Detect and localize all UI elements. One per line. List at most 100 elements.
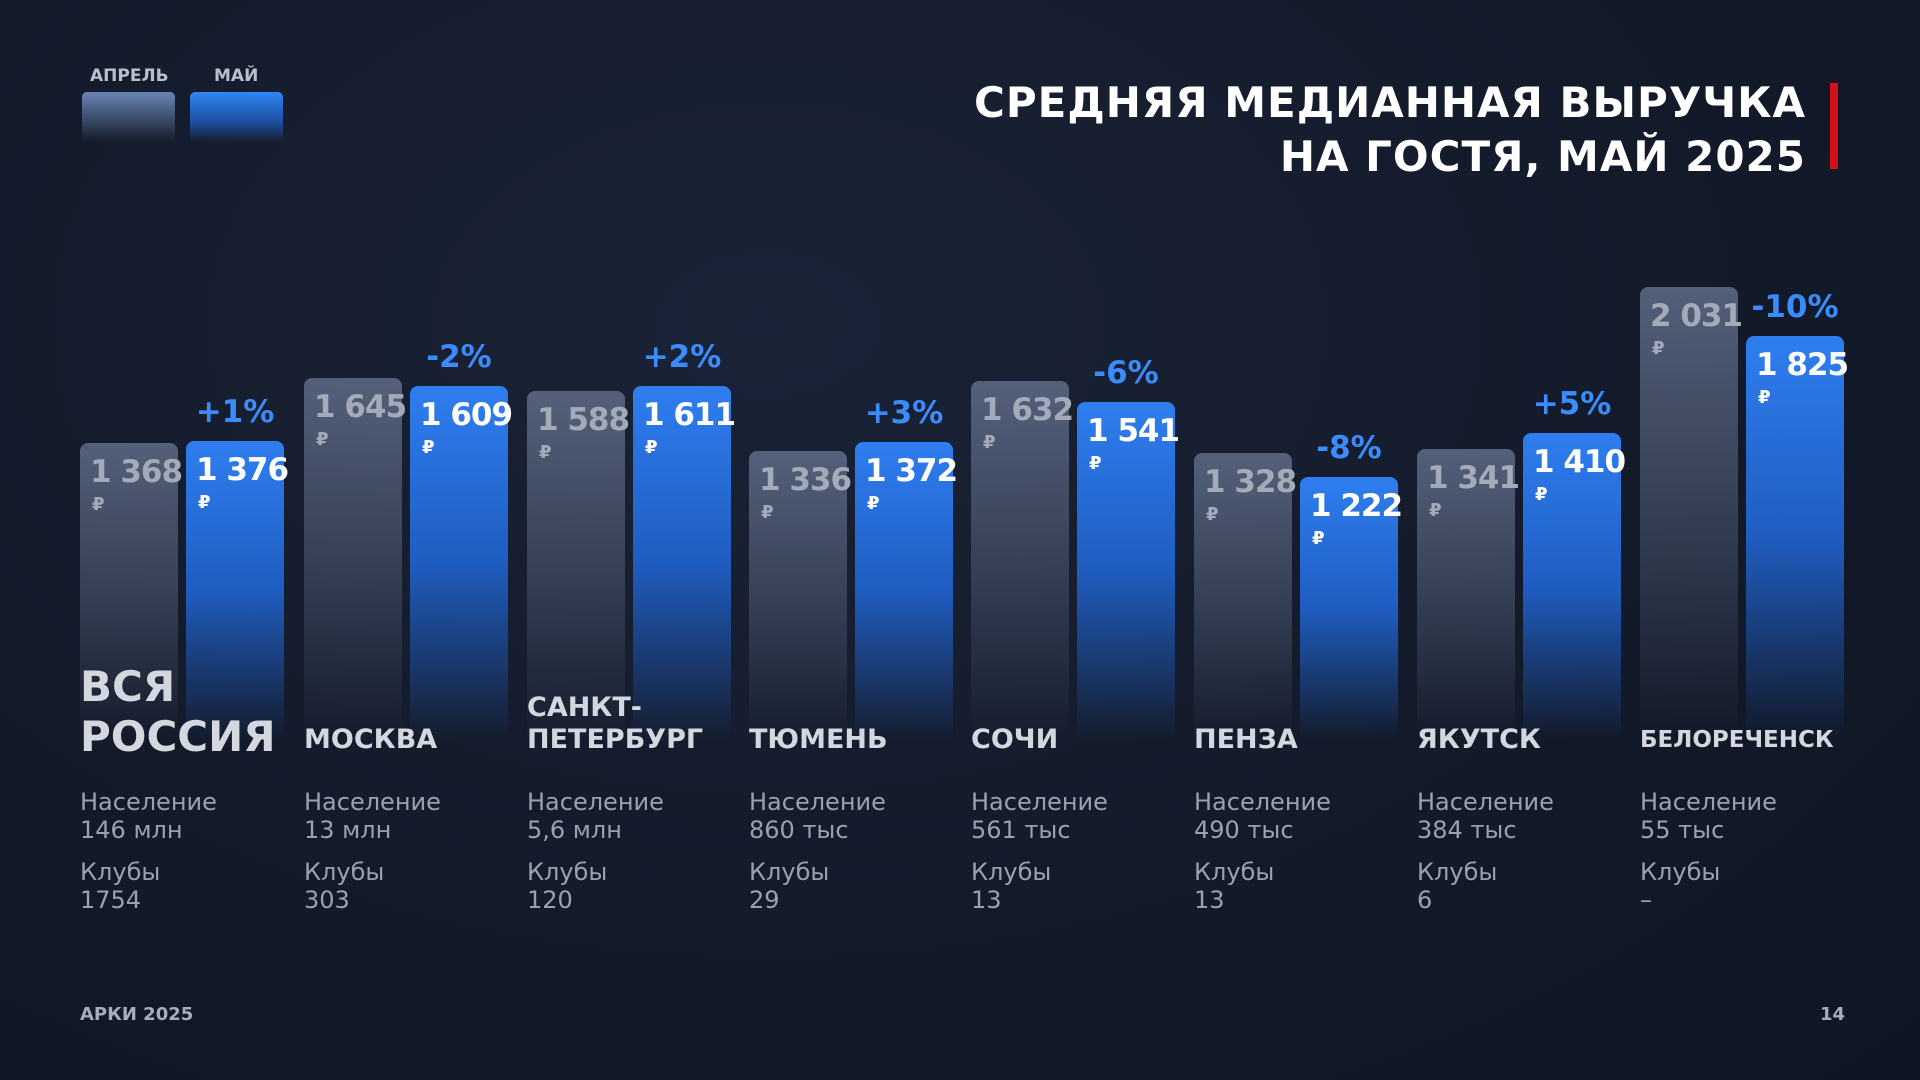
clubs-label: Клубы	[80, 858, 161, 886]
population-label: Население	[80, 788, 217, 816]
bar-value-label: 1 368	[90, 454, 183, 491]
bar-april-spb: 1 588 ₽	[527, 391, 630, 740]
city-name: СОЧИ	[971, 724, 1059, 755]
title-accent-bar	[1830, 83, 1838, 169]
bar-april-tyumen: 1 336 ₽	[749, 450, 852, 740]
bar-may-yakutsk: 1 410 ₽	[1523, 433, 1626, 740]
population-value: 490 тыс	[1194, 816, 1294, 844]
population-value: 5,6 млн	[527, 816, 622, 844]
change-label-moscow: -2%	[426, 339, 492, 376]
city-name: ТЮМЕНЬ	[749, 724, 888, 755]
bar-value-label: 1 611	[643, 396, 736, 433]
change-label-spb: +2%	[642, 338, 722, 375]
population-label: Население	[304, 788, 441, 816]
bar-value-label: 1 336	[759, 461, 852, 498]
page-title: СРЕДНЯЯ МЕДИАННАЯ ВЫРУЧКА НА ГОСТЯ, МАЙ …	[974, 76, 1806, 184]
bar-april-moscow: 1 645 ₽	[304, 377, 407, 740]
bar-may-spb: 1 611 ₽	[633, 385, 736, 740]
population-label: Население	[527, 788, 664, 816]
bar-april-sochi: 1 632 ₽	[971, 380, 1074, 740]
city-name: ЯКУТСК	[1417, 724, 1541, 755]
clubs-value: 6	[1417, 886, 1433, 914]
title-line-1: СРЕДНЯЯ МЕДИАННАЯ ВЫРУЧКА	[974, 78, 1806, 127]
bar-value-label: 1 410	[1533, 444, 1626, 481]
city-name: САНКТ-ПЕТЕРБУРГ	[527, 692, 704, 755]
currency-label: ₽	[92, 494, 105, 516]
bar-value-label: 1 588	[537, 402, 630, 439]
clubs-value: –	[1640, 886, 1652, 914]
bar-may-tyumen: 1 372 ₽	[855, 442, 958, 740]
city-name: ПЕНЗА	[1194, 724, 1298, 755]
bar-may-belorechensk: 1 825 ₽	[1746, 335, 1849, 740]
change-label-yakutsk: +5%	[1532, 386, 1612, 423]
legend-label-april: АПРЕЛЬ	[90, 66, 169, 86]
currency-label: ₽	[422, 437, 435, 459]
bar-april-penza: 1 328 ₽	[1194, 452, 1297, 740]
currency-label: ₽	[645, 436, 658, 458]
bar-value-label: 1 222	[1310, 488, 1403, 525]
currency-label: ₽	[1089, 453, 1102, 475]
bar-value-label: 1 328	[1204, 463, 1297, 500]
currency-label: ₽	[867, 493, 880, 515]
clubs-value: 13	[971, 886, 1002, 914]
title-line-2: НА ГОСТЯ, МАЙ 2025	[1279, 132, 1806, 181]
city-name: МОСКВА	[304, 724, 438, 755]
clubs-label: Клубы	[1640, 858, 1721, 886]
population-label: Население	[1194, 788, 1331, 816]
currency-label: ₽	[1312, 528, 1325, 550]
currency-label: ₽	[983, 431, 996, 453]
bar-value-label: 1 376	[196, 452, 289, 489]
bar-april-russia: 1 368 ₽	[80, 443, 183, 740]
bar-may-moscow: 1 609 ₽	[410, 386, 513, 740]
change-label-penza: -8%	[1316, 430, 1382, 467]
city-name: БЕЛОРЕЧЕНСК	[1640, 727, 1834, 753]
legend-swatch-may	[190, 92, 283, 142]
currency-label: ₽	[1429, 500, 1442, 522]
page-number: 14	[1820, 1004, 1846, 1025]
currency-label: ₽	[761, 501, 774, 523]
change-label-tyumen: +3%	[864, 395, 944, 432]
bar-value-label: 1 609	[420, 397, 513, 434]
population-label: Население	[971, 788, 1108, 816]
population-value: 13 млн	[304, 816, 392, 844]
change-label-russia: +1%	[195, 394, 275, 431]
bar-value-label: 2 031	[1650, 298, 1743, 335]
clubs-value: 1754	[80, 886, 142, 914]
clubs-value: 120	[527, 886, 573, 914]
footer-source: АРКИ 2025	[80, 1004, 194, 1025]
legend-label-may: МАЙ	[214, 66, 259, 86]
change-label-sochi: -6%	[1093, 355, 1159, 392]
clubs-label: Клубы	[749, 858, 830, 886]
bar-may-russia: 1 376 ₽	[186, 441, 289, 740]
bar-may-penza: 1 222 ₽	[1300, 477, 1403, 740]
clubs-value: 29	[749, 886, 780, 914]
currency-label: ₽	[1652, 338, 1665, 360]
population-value: 55 тыс	[1640, 816, 1725, 844]
bar-value-label: 1 341	[1427, 460, 1520, 497]
currency-label: ₽	[198, 492, 211, 514]
currency-label: ₽	[316, 428, 329, 450]
clubs-label: Клубы	[304, 858, 385, 886]
bar-value-label: 1 645	[314, 388, 407, 425]
clubs-label: Клубы	[527, 858, 608, 886]
bar-april-yakutsk: 1 341 ₽	[1417, 449, 1520, 740]
clubs-label: Клубы	[971, 858, 1052, 886]
population-label: Население	[1417, 788, 1554, 816]
population-value: 146 млн	[80, 816, 183, 844]
population-label: Население	[1640, 788, 1777, 816]
clubs-value: 303	[304, 886, 350, 914]
city-name: ВСЯ РОССИЯ	[80, 662, 276, 761]
currency-label: ₽	[1758, 386, 1771, 408]
population-value: 384 тыс	[1417, 816, 1517, 844]
bar-april-belorechensk: 2 031 ₽	[1640, 287, 1743, 740]
population-value: 561 тыс	[971, 816, 1071, 844]
bar-value-label: 1 372	[865, 453, 958, 490]
change-label-belorechensk: -10%	[1751, 288, 1839, 325]
legend-swatch-april	[82, 92, 175, 142]
clubs-label: Клубы	[1194, 858, 1275, 886]
currency-label: ₽	[1535, 484, 1548, 506]
currency-label: ₽	[539, 442, 552, 464]
clubs-value: 13	[1194, 886, 1225, 914]
bar-may-sochi: 1 541 ₽	[1077, 402, 1180, 740]
bar-value-label: 1 541	[1087, 413, 1180, 450]
